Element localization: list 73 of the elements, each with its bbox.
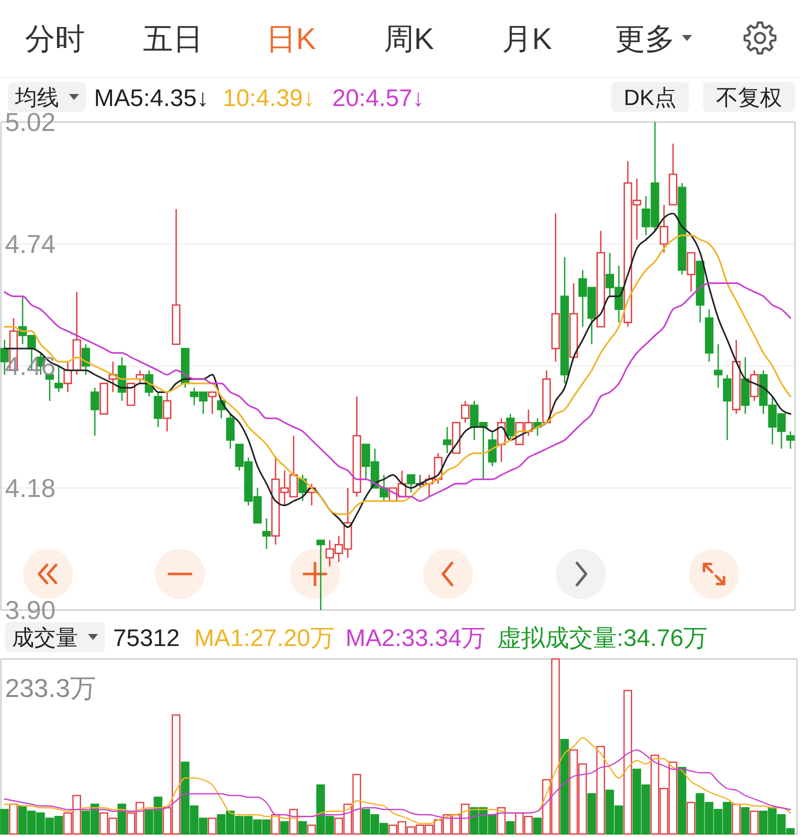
y-tick-label: 4.18 — [5, 473, 56, 503]
candlestick — [722, 374, 732, 441]
y-tick-label: 3.90 — [5, 595, 56, 625]
candlestick — [172, 208, 180, 345]
text: DK点 — [624, 85, 676, 110]
text: MA1:27.20万 — [194, 625, 334, 652]
legend-title: 成交量 — [12, 625, 78, 650]
candlestick — [262, 518, 271, 550]
candlestick — [72, 291, 82, 376]
candlestick — [352, 396, 362, 498]
candlestick — [208, 391, 217, 415]
candlestick — [154, 391, 162, 428]
bar — [298, 821, 307, 835]
bar — [0, 808, 9, 835]
candlestick — [786, 430, 795, 450]
text: 75312 — [113, 625, 180, 652]
candlestick — [569, 282, 578, 358]
candlestick — [63, 360, 72, 393]
bar — [118, 804, 126, 835]
bar — [740, 807, 750, 835]
text: 五日 — [143, 23, 203, 56]
candlestick — [90, 387, 100, 436]
bar — [280, 821, 289, 835]
candlestick — [82, 344, 90, 376]
candlestick — [162, 391, 172, 432]
text: 月K — [502, 23, 552, 56]
candlestick — [542, 370, 551, 424]
candlestick — [704, 308, 714, 362]
annotation: 233.3万 — [5, 673, 96, 703]
candlestick — [660, 204, 668, 254]
candlestick — [714, 344, 722, 388]
candlestick — [442, 426, 452, 454]
candlestick — [298, 474, 307, 502]
text: MA5:4.35↓ — [94, 85, 209, 112]
candlestick — [506, 413, 515, 441]
candlestick — [696, 260, 704, 324]
candlestick — [406, 474, 416, 494]
text: 周K — [384, 23, 434, 56]
bar — [678, 766, 686, 835]
candlestick — [316, 540, 325, 611]
candlestick — [460, 400, 470, 424]
bar — [506, 821, 515, 835]
text: 日K — [266, 23, 316, 56]
candlestick — [741, 356, 750, 415]
candlestick — [54, 365, 63, 393]
candlestick — [551, 212, 560, 362]
bar — [587, 793, 596, 835]
candlestick — [686, 252, 696, 293]
text: 20:4.57↓ — [332, 85, 424, 112]
text: 不复权 — [716, 85, 782, 110]
bar — [533, 818, 542, 835]
candlestick — [750, 370, 759, 402]
candlestick — [100, 382, 108, 415]
candlestick — [560, 256, 569, 384]
y-tick-label: 5.02 — [5, 107, 56, 137]
text: MA2:33.34万 — [345, 625, 486, 652]
line-series — [4, 282, 792, 502]
text: 10:4.39↓ — [222, 85, 315, 112]
candlestick — [45, 374, 54, 402]
candlestick — [488, 430, 497, 467]
text: 更多 — [615, 23, 675, 56]
text: 分时 — [25, 23, 85, 56]
y-tick-label: 4.74 — [5, 229, 56, 259]
candlestick — [596, 230, 606, 328]
bar — [560, 738, 569, 835]
candlestick — [126, 382, 136, 406]
candlestick — [226, 413, 235, 450]
text: 虚拟成交量:34.76万 — [496, 625, 708, 652]
candlestick — [732, 339, 741, 415]
candlestick — [678, 182, 686, 276]
candlestick — [452, 422, 460, 454]
candlestick — [668, 143, 678, 206]
legend-title: 均线 — [14, 85, 59, 110]
